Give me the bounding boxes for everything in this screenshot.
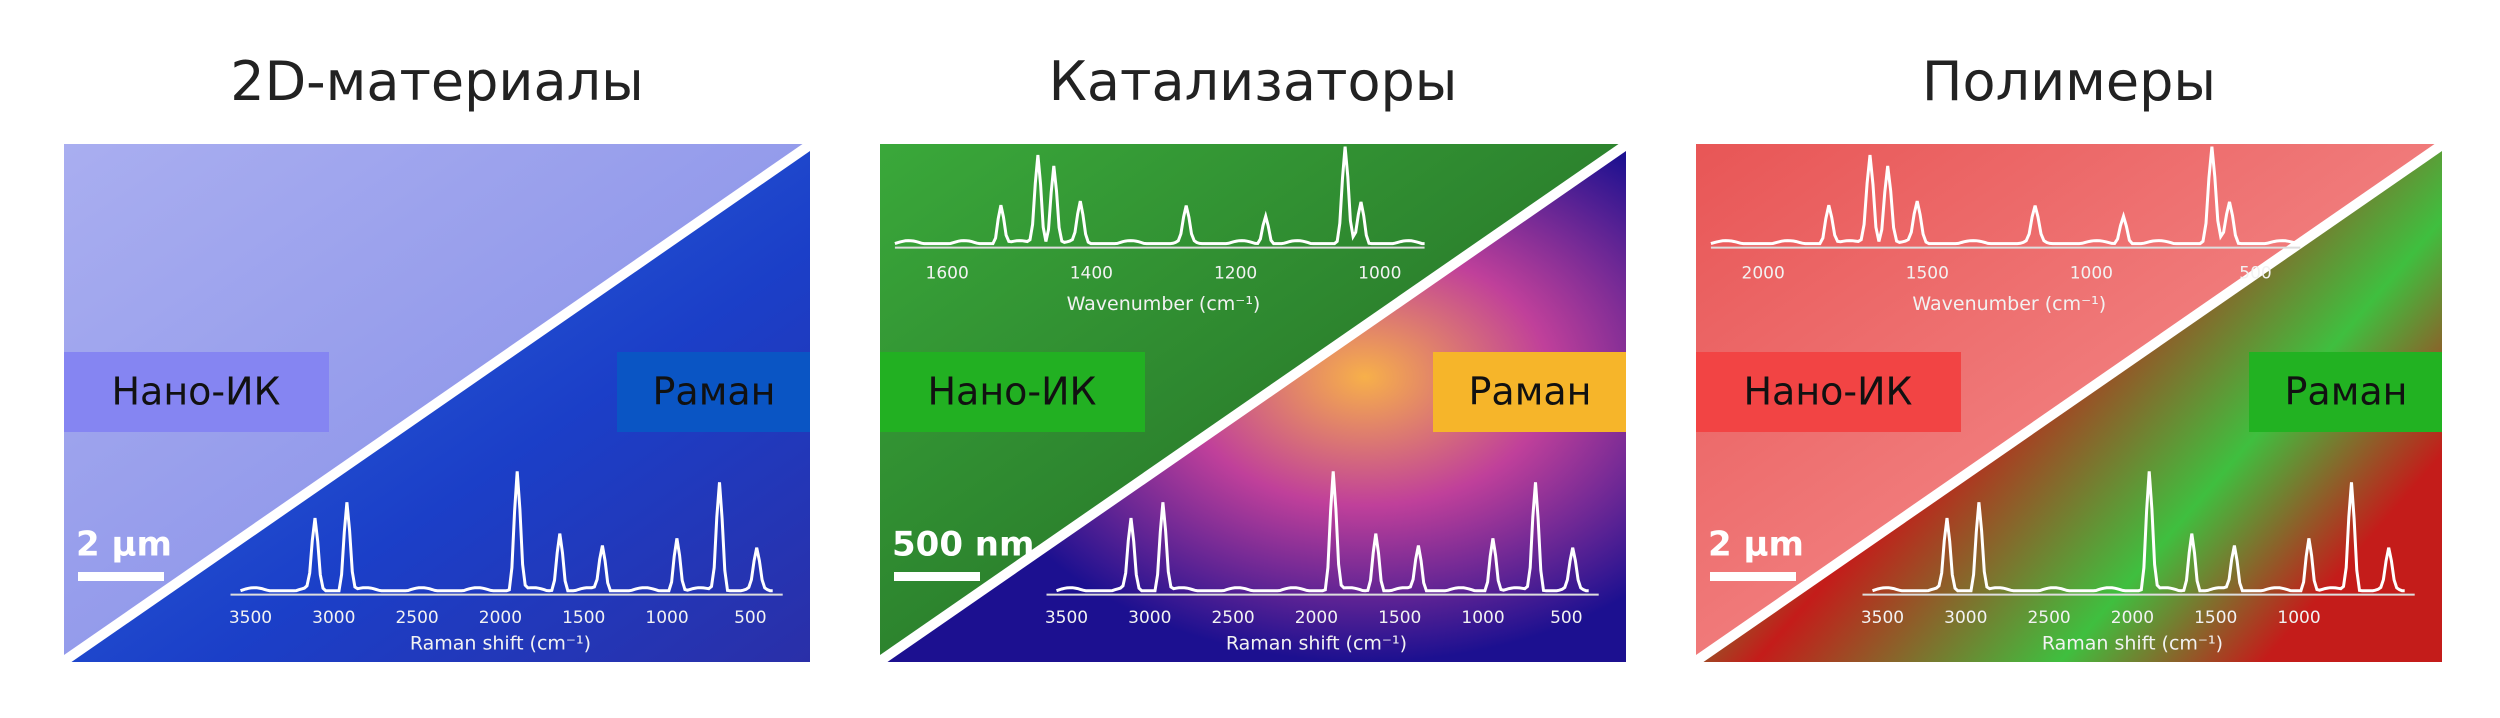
label-right: Раман xyxy=(653,370,776,414)
tick-label: 2000 xyxy=(1295,608,1338,628)
tick-label: 3000 xyxy=(312,608,355,628)
tick-label: 1000 xyxy=(645,608,688,628)
tick-label: 1200 xyxy=(1214,264,1257,284)
label-right-box xyxy=(2249,352,2442,432)
tick-label: 2500 xyxy=(2027,608,2070,628)
tick-label: 3000 xyxy=(1944,608,1987,628)
axis-title: Raman shift (cm⁻¹) xyxy=(1226,632,1407,654)
scale-bar-label: 2 μm xyxy=(76,525,172,565)
axis-title: Wavenumber (cm⁻¹) xyxy=(1912,293,2106,315)
axis-title: Wavenumber (cm⁻¹) xyxy=(1067,293,1261,315)
panel-image: Нано-ИК Раман 2 μm 3500 3000 2500 2000 1500 1000… xyxy=(1696,144,2442,662)
tick-label: 2000 xyxy=(479,608,522,628)
tick-label: 1000 xyxy=(1461,608,1504,628)
label-right: Раман xyxy=(2285,370,2408,414)
tick-label: 1000 xyxy=(1358,264,1401,284)
tick-label: 1600 xyxy=(926,264,969,284)
scale-bar-label: 2 μm xyxy=(1708,525,1804,565)
scale-bar xyxy=(894,572,980,581)
label-right-box xyxy=(617,352,810,432)
panel-title: Полимеры xyxy=(1922,50,2216,113)
label-left: Нано-ИК xyxy=(927,370,1096,414)
tick-label: 1000 xyxy=(2277,608,2320,628)
label-left-box xyxy=(64,352,329,432)
label-right-box xyxy=(1433,352,1626,432)
label-left: Нано-ИК xyxy=(111,370,280,414)
panel-image: Нано-ИК Раман 2 μm 3500 3000 2500 2000 1500 1000… xyxy=(64,144,810,662)
tick-label: 1000 xyxy=(2070,264,2113,284)
scale-bar xyxy=(1710,572,1796,581)
tick-label: 2500 xyxy=(395,608,438,628)
tick-label: 2000 xyxy=(2111,608,2154,628)
tick-label: 500 xyxy=(2239,264,2271,284)
label-left-box xyxy=(1696,352,1961,432)
tick-label: 500 xyxy=(1550,608,1582,628)
panel-image: Нано-ИК Раман 500 nm 3500 3000 2500 2000 1500 10… xyxy=(880,144,1626,662)
tick-label: 1500 xyxy=(2194,608,2237,628)
label-right: Раман xyxy=(1469,370,1592,414)
spectrum xyxy=(1872,471,2405,593)
tick-label: 1400 xyxy=(1070,264,1113,284)
label-left-box xyxy=(880,352,1145,432)
tick-label: 3000 xyxy=(1128,608,1171,628)
diagonal xyxy=(64,144,810,662)
tick-label: 500 xyxy=(734,608,766,628)
scale-bar xyxy=(78,572,164,581)
scale-bar-label: 500 nm xyxy=(892,525,1034,565)
tick-label: 1500 xyxy=(1378,608,1421,628)
spectrum xyxy=(894,146,1425,246)
tick-label: 2000 xyxy=(1742,264,1785,284)
spectrum xyxy=(240,471,773,593)
tick-label: 1500 xyxy=(1906,264,1949,284)
axis-title: Raman shift (cm⁻¹) xyxy=(410,632,591,654)
label-left: Нано-ИК xyxy=(1743,370,1912,414)
tick-label: 1500 xyxy=(562,608,605,628)
spectrum xyxy=(1056,471,1589,593)
diagonal xyxy=(880,144,1626,662)
tick-label: 2500 xyxy=(1211,608,1254,628)
tick-label: 3500 xyxy=(229,608,272,628)
diagonal xyxy=(1696,144,2442,662)
panel-title: 2D-материалы xyxy=(230,50,644,113)
tick-label: 3500 xyxy=(1861,608,1904,628)
axis-title: Raman shift (cm⁻¹) xyxy=(2042,632,2223,654)
panel-title: Катализаторы xyxy=(1049,50,1458,113)
spectrum xyxy=(1710,146,2301,246)
tick-label: 3500 xyxy=(1045,608,1088,628)
